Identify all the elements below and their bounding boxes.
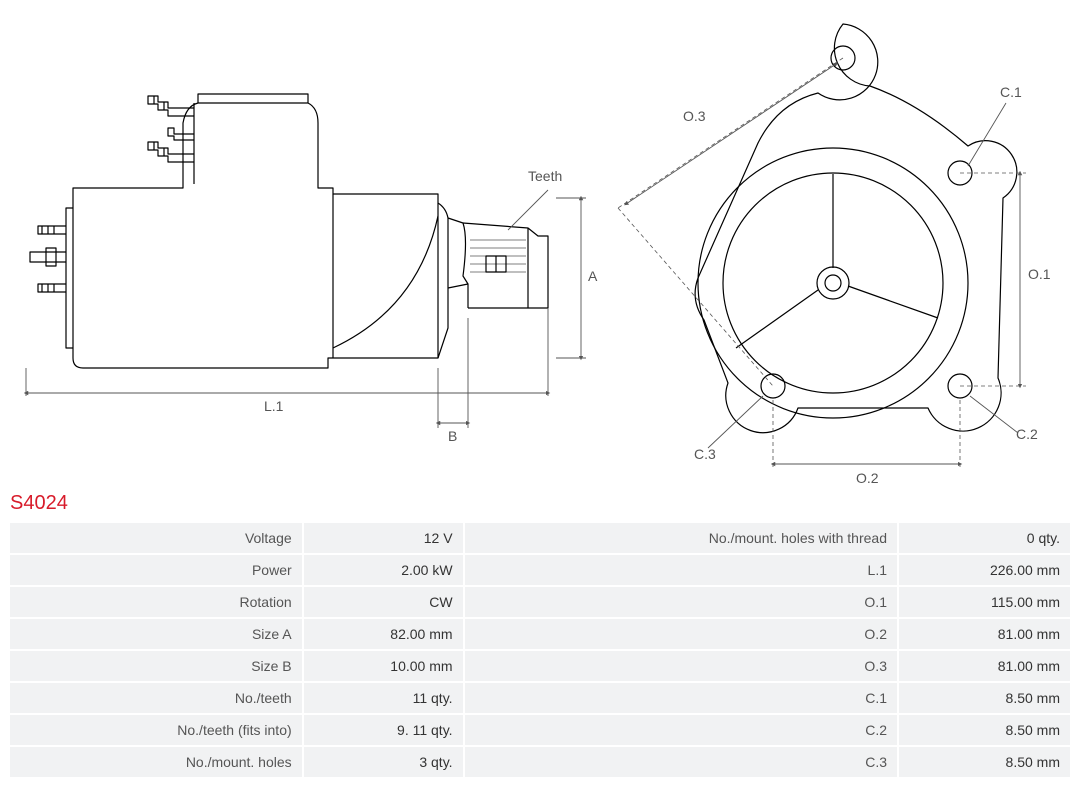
spec-value: 3 qty. [304,747,463,777]
table-row: No./teeth11 qty.C.18.50 mm [10,683,1070,713]
spec-value: 226.00 mm [899,555,1070,585]
spec-label: No./mount. holes [10,747,302,777]
spec-label: No./teeth [10,683,302,713]
spec-label: O.2 [465,619,897,649]
spec-value: 81.00 mm [899,619,1070,649]
label-l1: L.1 [264,398,283,414]
spec-label: No./mount. holes with thread [465,523,897,553]
spec-value: 82.00 mm [304,619,463,649]
spec-label: No./teeth (fits into) [10,715,302,745]
spec-label: O.3 [465,651,897,681]
spec-label: L.1 [465,555,897,585]
table-row: Voltage12 VNo./mount. holes with thread0… [10,523,1070,553]
spec-label: Rotation [10,587,302,617]
spec-label: C.2 [465,715,897,745]
table-row: No./mount. holes3 qty.C.38.50 mm [10,747,1070,777]
label-teeth: Teeth [528,168,562,184]
table-row: Size A82.00 mmO.281.00 mm [10,619,1070,649]
spec-value: 12 V [304,523,463,553]
table-row: RotationCWO.1115.00 mm [10,587,1070,617]
spec-label: Power [10,555,302,585]
label-b: B [448,428,457,444]
spec-value: 10.00 mm [304,651,463,681]
table-row: No./teeth (fits into)9. 11 qty.C.28.50 m… [10,715,1070,745]
spec-value: 81.00 mm [899,651,1070,681]
table-row: Size B10.00 mmO.381.00 mm [10,651,1070,681]
spec-table: Voltage12 VNo./mount. holes with thread0… [8,521,1072,779]
part-number-title: S4024 [10,492,1072,515]
spec-value: 8.50 mm [899,683,1070,713]
table-row: Power2.00 kWL.1226.00 mm [10,555,1070,585]
spec-value: 2.00 kW [304,555,463,585]
spec-label: Size B [10,651,302,681]
spec-value: 11 qty. [304,683,463,713]
side-view-diagram: L.1 B A Teeth [8,8,588,448]
spec-label: Voltage [10,523,302,553]
spec-value: CW [304,587,463,617]
spec-label: O.1 [465,587,897,617]
spec-value: 115.00 mm [899,587,1070,617]
label-o1: O.1 [1028,266,1051,282]
spec-value: 8.50 mm [899,747,1070,777]
spec-value: 0 qty. [899,523,1070,553]
label-c1: C.1 [1000,84,1022,100]
spec-value: 9. 11 qty. [304,715,463,745]
diagram-row: L.1 B A Teeth [8,8,1072,488]
label-a: A [588,268,597,284]
spec-label: C.1 [465,683,897,713]
label-o3: O.3 [683,108,706,124]
label-c3: C.3 [694,446,716,462]
spec-value: 8.50 mm [899,715,1070,745]
label-c2: C.2 [1016,426,1038,442]
spec-label: C.3 [465,747,897,777]
label-o2: O.2 [856,470,879,486]
spec-label: Size A [10,619,302,649]
front-view-diagram: O.3 O.1 O.2 C.1 C.2 C.3 [608,8,1058,488]
